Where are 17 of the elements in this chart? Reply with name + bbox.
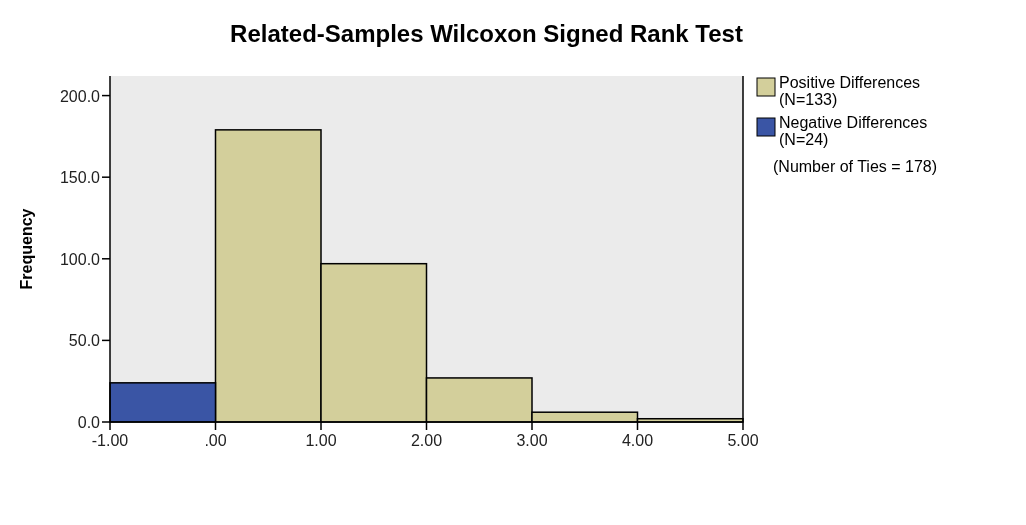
legend-label: Negative Differences (N=24) [779, 114, 928, 148]
y-axis-title: Frequency [18, 208, 35, 290]
chart-title: Related-Samples Wilcoxon Signed Rank Test [230, 20, 743, 47]
y-tick-label: 200.0 [59, 87, 101, 105]
legend-label: Positive Differences (N=133) [779, 74, 921, 108]
x-tick-label: 2.00 [410, 432, 443, 449]
y-tick-label: 100.0 [59, 250, 101, 268]
text: (Number of Ties = 178) [773, 158, 938, 175]
y-tick-label: 0.0 [77, 414, 101, 431]
x-tick-label: .00 [204, 432, 227, 449]
x-tick-label: 3.00 [516, 432, 548, 449]
x-tick-label: 4.00 [621, 432, 654, 449]
x-tick-label: 5.00 [727, 432, 759, 449]
y-tick-label: 50.0 [68, 332, 101, 350]
y-tick-label: 150.0 [59, 169, 101, 187]
x-tick-label: 1.00 [305, 432, 337, 449]
x-tick-label: -1.00 [91, 432, 129, 449]
